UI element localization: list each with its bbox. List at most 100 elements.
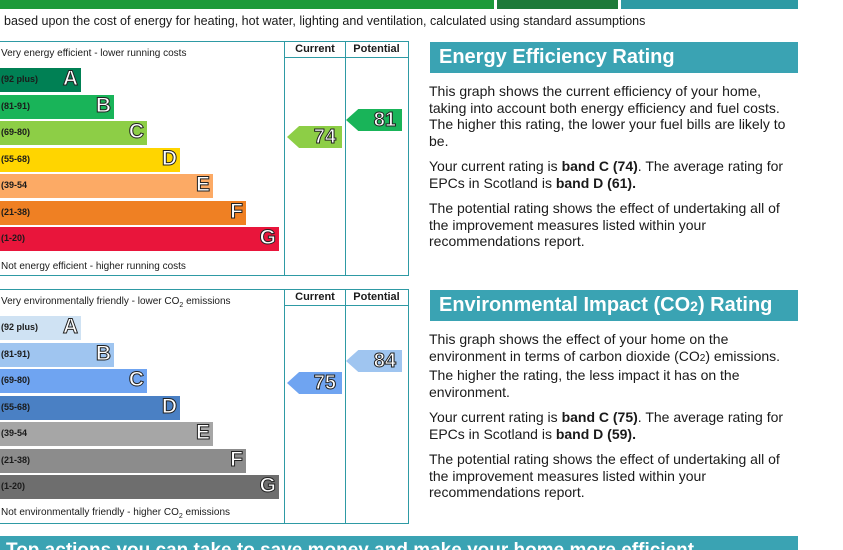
energy-band-range: (39-54 [1, 180, 28, 190]
energy-band-e: (39-54 E [0, 173, 213, 198]
energy-p2-pre: Your current rating is [429, 158, 562, 174]
energy-p2-mid: . The average rating for EPCs in Scotlan… [429, 158, 784, 191]
energy-band-b: (81-91) B [0, 93, 114, 119]
env-band-d: (55-68) D [0, 394, 180, 420]
env-col-potential: Potential [353, 291, 400, 303]
energy-band-c: (69-80) C [0, 120, 147, 145]
energy-col-current: Current [295, 43, 335, 55]
env-current-arrow: 75 [287, 372, 342, 395]
env-panel-p3: The potential rating shows the effect of… [429, 451, 780, 500]
env-p1-sub: 2 [699, 352, 706, 364]
env-top-label-post: emissions [183, 296, 231, 307]
env-band-letter: G [259, 474, 276, 498]
energy-band-range: (92 plus) [1, 74, 39, 84]
env-band-range: (92 plus) [1, 322, 39, 332]
energy-band-range: (69-80) [1, 127, 31, 137]
env-p2-mid: . The average rating for EPCs in Scotlan… [429, 409, 784, 442]
env-top-label-sub: 2 [179, 302, 184, 309]
top-strip-teal [621, 0, 798, 9]
env-p1-post: ) emissions. The higher the rating, the … [429, 347, 781, 400]
env-band-range: (21-38) [1, 454, 31, 465]
energy-band-letter: G [259, 226, 276, 250]
energy-panel-p2: Your current rating is band C (74). The … [429, 158, 795, 191]
env-band-letter: C [128, 368, 144, 392]
env-band-b: (81-91) B [0, 341, 114, 367]
energy-panel-title: Energy Efficiency Rating [430, 42, 798, 73]
energy-band-a: (92 plus) A [0, 67, 81, 92]
energy-panel-p1: This graph shows the current efficiency … [429, 83, 786, 149]
top-actions-heading-bar: Top actions you can take to save money a… [0, 536, 798, 550]
env-band-range: (69-80) [1, 375, 31, 385]
energy-bands: (92 plus) A (81-91) B (69-80) C (55-68) D (39-54… [0, 67, 284, 256]
env-panel-text: This graph shows the effect of your home… [429, 331, 795, 510]
env-p1-pre: This graph shows the effect of your home… [429, 331, 729, 364]
env-potential-arrow-shape [346, 350, 402, 372]
energy-band-letter: B [95, 93, 111, 117]
top-actions-heading: Top actions you can take to save money a… [6, 540, 694, 550]
env-band-letter: E [195, 421, 210, 445]
env-band-letter: A [62, 315, 78, 339]
energy-band-d: (55-68) D [0, 146, 180, 172]
energy-col-potential: Potential [353, 43, 400, 55]
env-title-post: ) Rating [697, 294, 773, 316]
energy-band-range: (21-38) [1, 206, 31, 217]
env-top-label: Very environmentally friendly - lower CO… [1, 296, 231, 309]
env-p2-band: band C (75) [561, 409, 638, 425]
energy-potential-value: 81 [373, 109, 396, 132]
energy-band-letter: D [161, 146, 177, 170]
energy-header-line [284, 57, 408, 58]
env-title-pre: Environmental Impact (CO [439, 294, 691, 316]
energy-potential-arrow: 81 [346, 109, 402, 132]
energy-band-range: (81-91) [1, 100, 31, 111]
energy-panel-p3: The potential rating shows the effect of… [429, 200, 780, 249]
energy-panel-text: This graph shows the current efficiency … [429, 83, 795, 259]
env-band-range: (55-68) [1, 401, 31, 412]
env-chart-frame [0, 289, 409, 524]
env-panel-p1: This graph shows the effect of your home… [429, 331, 795, 400]
energy-band-range: (1-20) [1, 233, 26, 243]
env-col-divider-2 [345, 289, 346, 523]
env-band-f: (21-38) F [0, 447, 246, 473]
energy-current-value: 74 [313, 126, 336, 149]
energy-band-f: (21-38) F [0, 199, 246, 225]
energy-band-letter: F [230, 199, 244, 223]
env-col-current: Current [295, 291, 335, 303]
energy-col-divider-2 [345, 41, 346, 275]
env-current-value: 75 [313, 372, 336, 395]
env-band-c: (69-80) C [0, 368, 147, 393]
env-potential-value: 84 [373, 350, 396, 373]
env-potential-arrow: 84 [346, 350, 402, 373]
env-current-arrow-shape [287, 372, 342, 394]
env-bottom-label-pre: Not environmentally friendly - higher CO [1, 507, 179, 518]
env-band-letter: F [230, 447, 244, 471]
env-panel-title: Environmental Impact (CO2) Rating [430, 290, 798, 321]
env-band-range: (39-54 [1, 428, 28, 438]
env-top-label-pre: Very environmentally friendly - lower CO [1, 296, 180, 307]
energy-chart-frame [0, 41, 409, 276]
env-panel-p2: Your current rating is band C (75). The … [429, 409, 795, 442]
energy-band-letter: C [128, 120, 144, 144]
env-p2-pre: Your current rating is [429, 409, 562, 425]
energy-band-letter: A [62, 67, 78, 91]
env-band-range: (1-20) [1, 481, 26, 491]
energy-p2-band: band C (74) [561, 158, 638, 174]
env-band-letter: D [161, 394, 177, 418]
energy-col-divider-1 [284, 41, 285, 275]
energy-current-arrow: 74 [287, 126, 342, 149]
env-bands: (92 plus) A (81-91) B (69-80) C (55-68) D (39-54… [0, 315, 284, 504]
energy-band-letter: E [195, 173, 210, 197]
energy-potential-arrow-shape [346, 109, 402, 131]
energy-current-arrow-shape [287, 126, 342, 148]
intro-text: based upon the cost of energy for heatin… [4, 14, 646, 28]
env-band-e: (39-54 E [0, 421, 213, 446]
top-strip-dark-green [497, 0, 618, 9]
top-strip-green [0, 0, 494, 9]
energy-p2-avg: band D (61). [555, 174, 636, 191]
energy-band-range: (55-68) [1, 153, 31, 164]
env-col-divider-1 [284, 289, 285, 523]
env-bottom-label-post: emissions [182, 507, 231, 518]
env-bottom-label-sub: 2 [178, 513, 183, 520]
env-band-range: (81-91) [1, 348, 31, 359]
energy-band-g: (1-20) G [0, 226, 279, 251]
energy-bottom-label: Not energy efficient - higher running co… [1, 261, 186, 272]
